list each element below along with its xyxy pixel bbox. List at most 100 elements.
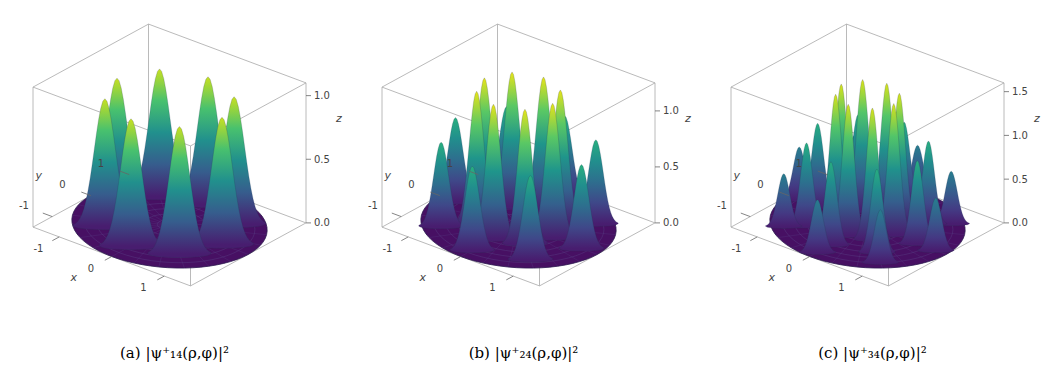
y-tick (469, 171, 478, 175)
y-tick (741, 213, 750, 217)
y-tick-label: 0 (59, 179, 65, 190)
y-tick-label: -1 (368, 200, 378, 211)
x-axis-title: x (69, 271, 77, 284)
y-tick (818, 171, 827, 175)
peak (799, 200, 835, 255)
z-tick (655, 222, 660, 223)
x-tick-label: 1 (838, 282, 844, 293)
x-tick (454, 257, 461, 261)
z-tick-label: 0.0 (1012, 217, 1028, 228)
z-tick (306, 159, 311, 160)
x-tick (803, 257, 810, 261)
x-tick-label: 0 (786, 263, 792, 274)
x-tick (157, 276, 164, 280)
peak (766, 174, 802, 229)
panel: -1 0 1 x -1 0 1 y 0.0 0.5 1.0 1.5 z (c) |ψ⁺₃₄(ρ,φ)|² (717, 24, 1040, 362)
frame (731, 24, 1004, 286)
peak (508, 176, 553, 263)
x-tick-label: 1 (489, 282, 495, 293)
x-tick (750, 237, 757, 241)
y-axis-title: y (733, 169, 741, 182)
frame-edge (33, 87, 34, 227)
y-tick-label: 1 (98, 158, 104, 169)
frame-edge (731, 87, 732, 227)
x-tick-label: -1 (382, 243, 392, 254)
z-tick (655, 110, 660, 111)
y-tick-label: 1 (447, 158, 453, 169)
x-axis-title: x (767, 271, 775, 284)
caption: (c) |ψ⁺₃₄(ρ,φ)|² (818, 344, 927, 362)
z-tick-label: 1.0 (314, 90, 330, 101)
y-tick-label: 0 (408, 179, 414, 190)
peak (190, 117, 253, 248)
peak (918, 198, 954, 253)
z-tick (306, 95, 311, 96)
surface (766, 80, 970, 269)
z-tick-label: 0.5 (663, 161, 679, 172)
z-tick-label: 0.5 (314, 154, 330, 165)
surface (419, 72, 618, 268)
axes: -1 0 1 x -1 0 1 y 0.0 0.5 1.0 z (368, 105, 691, 293)
z-tick-label: 0.5 (1012, 174, 1028, 185)
x-tick (401, 237, 408, 241)
frame-edge (33, 24, 149, 87)
z-tick (1004, 179, 1009, 180)
z-tick (1004, 135, 1009, 136)
y-tick-label: 1 (796, 158, 802, 169)
x-tick (105, 257, 112, 261)
axes: -1 0 1 x -1 0 1 y 0.0 0.5 1.0 z (19, 90, 342, 293)
y-tick (392, 213, 401, 217)
z-axis-title: z (335, 112, 342, 125)
z-tick-label: 1.5 (1012, 86, 1028, 97)
x-tick-label: 1 (140, 282, 146, 293)
y-tick (120, 171, 129, 175)
x-axis-title: x (418, 271, 426, 284)
peak (148, 127, 211, 258)
x-tick (52, 237, 59, 241)
frame-edge (498, 24, 656, 83)
surface (72, 69, 267, 268)
frame-edge (382, 87, 383, 227)
y-tick-label: 0 (757, 179, 763, 190)
frame-edge (731, 24, 847, 87)
panel: -1 0 1 x -1 0 1 y 0.0 0.5 1.0 z (b) |ψ⁺₂₄(ρ,φ)|² (368, 24, 691, 362)
x-tick-label: -1 (731, 243, 741, 254)
peak (419, 142, 464, 229)
peak (559, 165, 604, 252)
x-tick (506, 276, 513, 280)
z-axis-title: z (1033, 112, 1040, 125)
frame-edge (306, 83, 307, 223)
caption: (a) |ψ⁺₁₄(ρ,φ)|² (120, 344, 229, 362)
z-tick (655, 166, 660, 167)
peak (99, 119, 162, 250)
z-tick-label: 0.0 (314, 217, 330, 228)
y-tick-label: -1 (717, 200, 727, 211)
z-axis-title: z (684, 112, 691, 125)
x-tick (855, 276, 862, 280)
z-tick (1004, 91, 1009, 92)
y-axis-title: y (35, 169, 43, 182)
axes: -1 0 1 x -1 0 1 y 0.0 0.5 1.0 1.5 z (717, 86, 1040, 293)
peak (450, 166, 495, 253)
z-tick-label: 1.0 (663, 105, 679, 116)
figure: -1 0 1 x -1 0 1 y 0.0 0.5 1.0 z (a) |ψ⁺₁₄(ρ,φ)|² -1 0 1… (0, 0, 1047, 374)
y-tick (430, 192, 439, 196)
x-tick-label: 0 (437, 263, 443, 274)
y-tick-label: -1 (19, 200, 29, 211)
y-tick (779, 192, 788, 196)
caption: (b) |ψ⁺₂₄(ρ,φ)|² (469, 344, 579, 362)
x-tick-label: -1 (33, 243, 43, 254)
y-tick (81, 192, 90, 196)
y-tick (43, 213, 52, 217)
z-tick-label: 1.0 (1012, 130, 1028, 141)
y-axis-title: y (384, 169, 392, 182)
frame (33, 24, 306, 286)
z-tick (1004, 222, 1009, 223)
x-tick-label: 0 (88, 263, 94, 274)
z-tick-label: 0.0 (663, 217, 679, 228)
panel: -1 0 1 x -1 0 1 y 0.0 0.5 1.0 z (a) |ψ⁺₁₄(ρ,φ)|² (19, 24, 342, 362)
frame-edge (655, 83, 656, 223)
peak (862, 210, 898, 265)
z-tick (306, 222, 311, 223)
frame-edge (149, 24, 307, 83)
